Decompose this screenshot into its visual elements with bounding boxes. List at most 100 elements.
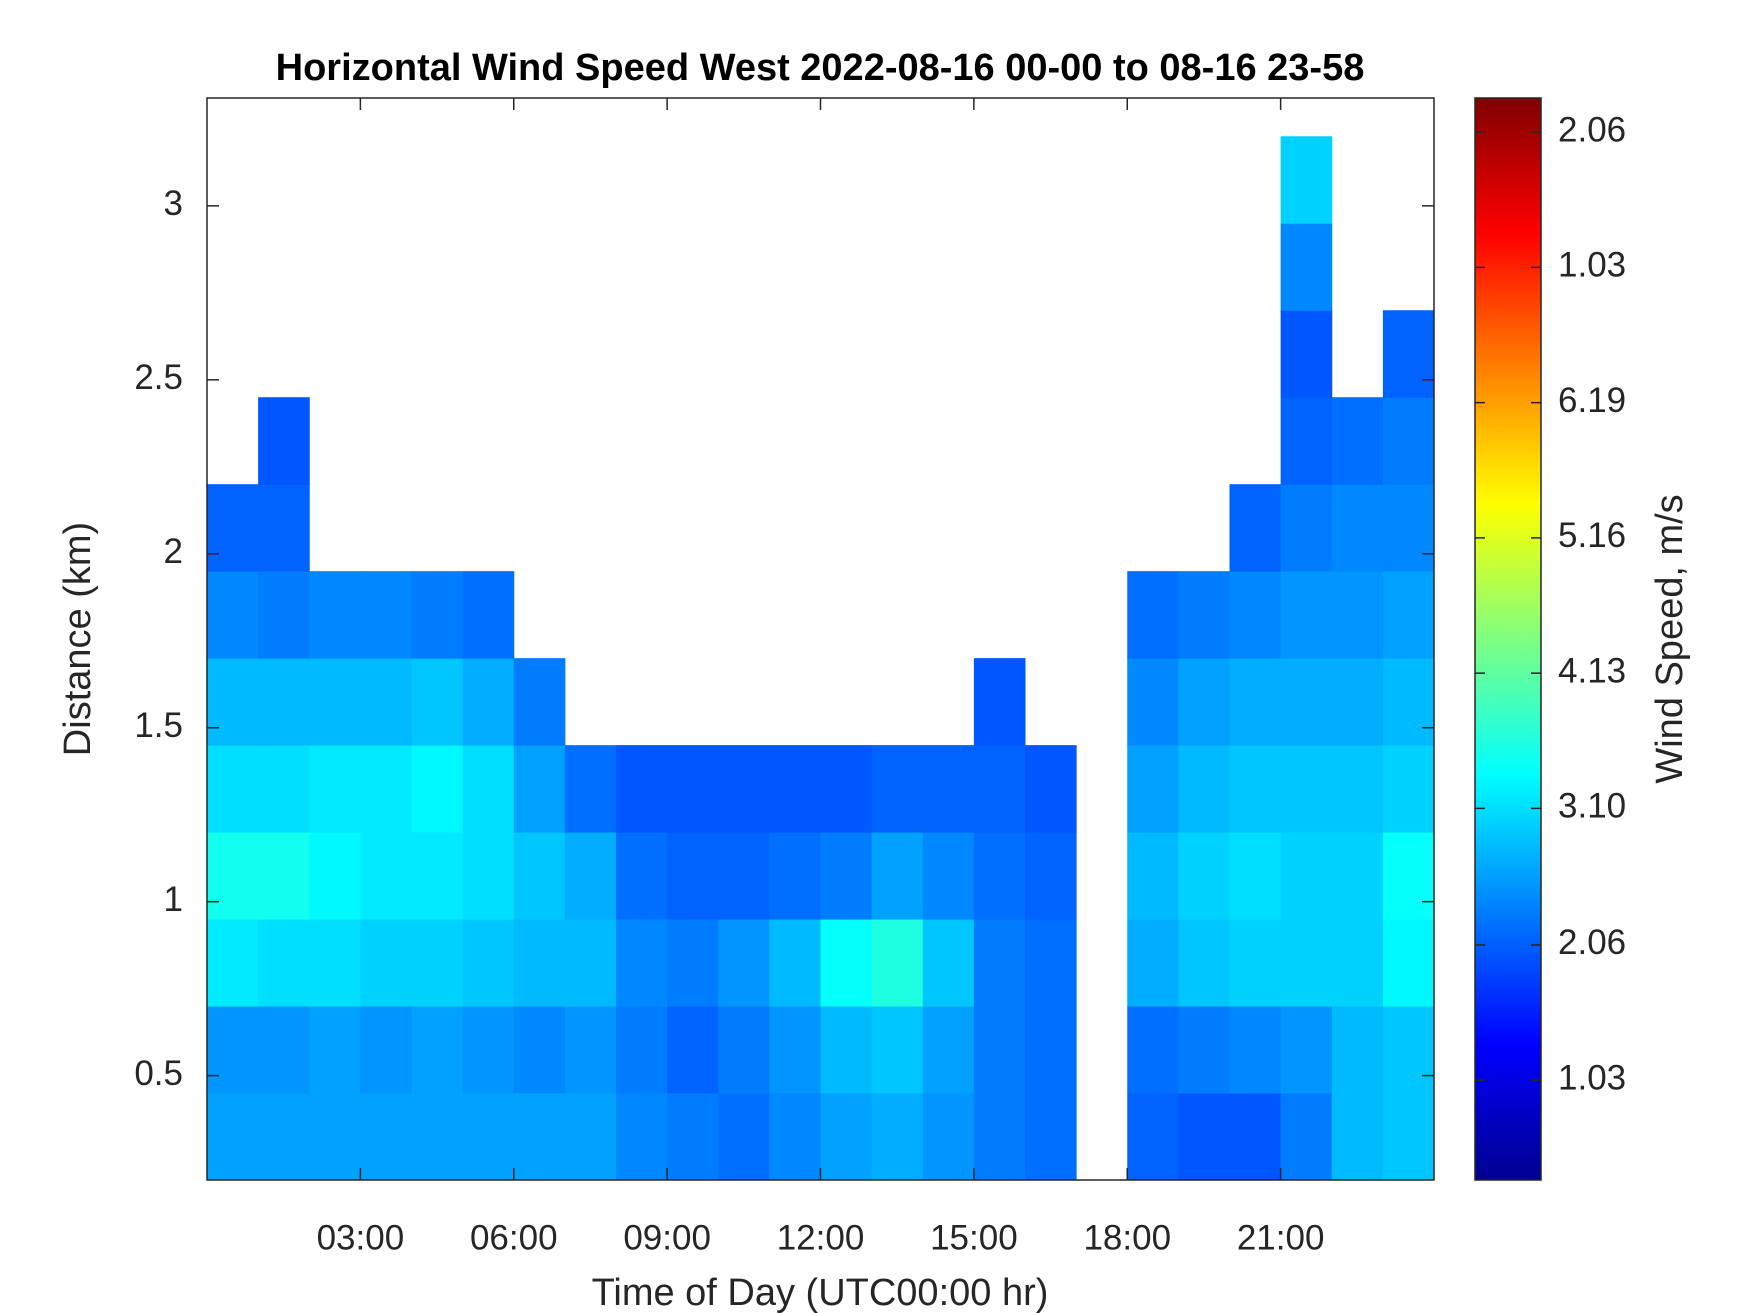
heatmap-cell	[1280, 571, 1333, 659]
heatmap-cell	[1280, 832, 1333, 920]
heatmap-cell	[718, 1006, 770, 1094]
heatmap-cell	[922, 832, 975, 920]
x-tick-label: 03:00	[317, 1218, 405, 1257]
heatmap-cell	[258, 571, 310, 659]
heatmap-cell	[616, 745, 668, 833]
heatmap-cell	[1178, 1093, 1230, 1181]
heatmap-cell	[1280, 1006, 1333, 1094]
heatmap-cell	[667, 1006, 719, 1094]
x-axis-label: Time of Day (UTC00:00 hr)	[592, 1272, 1049, 1313]
colorbar-tick-label: 3.10	[1558, 787, 1626, 826]
heatmap-cell	[769, 1006, 821, 1094]
heatmap-cell	[1229, 919, 1282, 1007]
heatmap-cell	[973, 1006, 1026, 1094]
heatmap-cell	[667, 1093, 719, 1181]
heatmap-cell	[616, 1093, 668, 1181]
colorbar-tick-label: 6.19	[1558, 381, 1626, 420]
x-tick-label: 15:00	[930, 1218, 1018, 1257]
heatmap-cell	[1025, 832, 1077, 920]
heatmap-cell	[1127, 1093, 1179, 1181]
heatmap-cell	[769, 745, 821, 833]
heatmap-cell	[1025, 919, 1077, 1007]
heatmap-cell	[564, 1093, 617, 1181]
heatmap-cell	[258, 745, 310, 833]
heatmap-cell	[1382, 1093, 1435, 1181]
y-tick-label: 2.5	[134, 358, 183, 397]
heatmap-cell	[820, 1006, 873, 1094]
heatmap-cell	[1127, 571, 1179, 659]
heatmap-cell	[1025, 1006, 1077, 1094]
heatmap-cell	[462, 1006, 515, 1094]
heatmap-cell	[513, 1006, 566, 1094]
heatmap-cell	[1382, 397, 1435, 485]
heatmap-cell	[513, 658, 566, 746]
heatmap-cell	[258, 397, 310, 485]
heatmap-cell	[769, 1093, 821, 1181]
heatmap-cell	[820, 919, 873, 1007]
heatmap-cell	[207, 484, 259, 572]
heatmap-cell	[667, 919, 719, 1007]
heatmap-cell	[871, 1006, 924, 1094]
y-tick-label: 1	[164, 880, 183, 919]
heatmap-cell	[1280, 397, 1333, 485]
heatmap-cell	[1331, 484, 1384, 572]
heatmap-cell	[973, 919, 1026, 1007]
heatmap-cell	[820, 1093, 873, 1181]
heatmap-cell	[564, 919, 617, 1007]
colorbar-tick-label: 5.16	[1558, 516, 1626, 555]
heatmap-cell	[462, 571, 515, 659]
heatmap-cell	[1382, 310, 1435, 398]
heatmap-cell	[667, 745, 719, 833]
heatmap-cell	[922, 745, 975, 833]
colorbar-tick-label: 1.03	[1558, 1058, 1626, 1097]
heatmap-cell	[1229, 1093, 1282, 1181]
heatmap-cell	[258, 484, 310, 572]
heatmap-cell	[616, 1006, 668, 1094]
heatmap-cell	[1331, 832, 1384, 920]
y-axis-label: Distance (km)	[57, 522, 99, 756]
heatmap-cell	[207, 1093, 259, 1181]
heatmap-cell	[1229, 832, 1282, 920]
heatmap-cell	[309, 658, 361, 746]
x-tick-label: 06:00	[470, 1218, 558, 1257]
heatmap-cell	[258, 1093, 310, 1181]
colorbar-tick-label: 1.03	[1558, 246, 1626, 285]
heatmap-cell	[360, 1093, 412, 1181]
heatmap-cell	[1127, 1006, 1179, 1094]
heatmap-cell	[258, 658, 310, 746]
heatmap-cell	[462, 1093, 515, 1181]
heatmap-cell	[207, 571, 259, 659]
heatmap-cell	[1382, 919, 1435, 1007]
heatmap-cell	[1178, 571, 1230, 659]
heatmap-cell	[922, 1093, 975, 1181]
heatmap-cell	[718, 745, 770, 833]
heatmap-cell	[1280, 1093, 1333, 1181]
heatmap-cell	[973, 832, 1026, 920]
heatmap-cell	[360, 658, 412, 746]
heatmap	[207, 136, 1435, 1181]
heatmap-cell	[258, 832, 310, 920]
heatmap-cell	[309, 1093, 361, 1181]
heatmap-cell	[462, 658, 515, 746]
heatmap-cell	[769, 919, 821, 1007]
heatmap-cell	[667, 832, 719, 920]
heatmap-cell	[820, 832, 873, 920]
heatmap-cell	[513, 745, 566, 833]
heatmap-cell	[309, 832, 361, 920]
heatmap-cell	[462, 832, 515, 920]
heatmap-cell	[462, 745, 515, 833]
heatmap-cell	[1127, 919, 1179, 1007]
heatmap-cell	[1229, 484, 1282, 572]
heatmap-cell	[1127, 832, 1179, 920]
heatmap-cell	[411, 658, 464, 746]
colorbar-tick-label: 2.06	[1558, 923, 1626, 962]
heatmap-cell	[411, 1006, 464, 1094]
heatmap-cell	[360, 1006, 412, 1094]
heatmap-cell	[207, 745, 259, 833]
heatmap-cell	[1178, 832, 1230, 920]
heatmap-cell	[616, 919, 668, 1007]
heatmap-cell	[513, 919, 566, 1007]
heatmap-cell	[207, 1006, 259, 1094]
heatmap-cell	[1331, 571, 1384, 659]
heatmap-cell	[207, 919, 259, 1007]
